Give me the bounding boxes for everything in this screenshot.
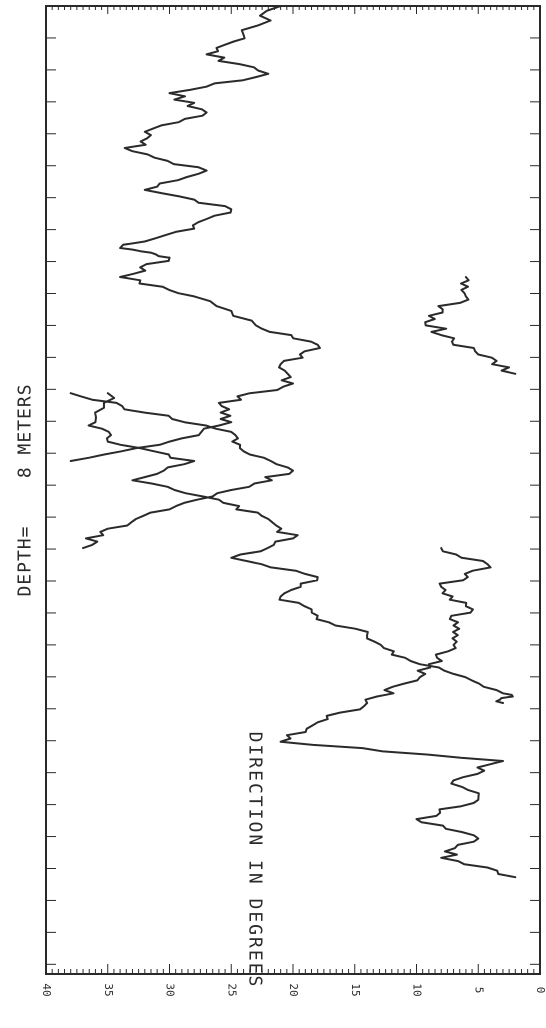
- title-depth-value: 8 METERS: [14, 383, 36, 479]
- y-tick-label: 0: [534, 987, 546, 994]
- y-tick-label: 35: [102, 983, 115, 996]
- y-axis-title-text: DIRECTION IN DEGREES: [244, 731, 266, 989]
- series-line-3: [424, 276, 517, 375]
- y-tick-label: 5: [472, 987, 485, 994]
- chart-title-text: DEPTH= 8 METERS: [15, 383, 36, 596]
- series-line-5: [279, 547, 517, 879]
- plot-frame: [45, 5, 541, 975]
- y-tick-label: 10: [411, 983, 424, 996]
- y-tick-labels: 0 5 10 15 20 25 30 35 40: [40, 983, 546, 996]
- y-tick-label: 20: [287, 983, 300, 996]
- y-tick-label: 30: [164, 983, 177, 996]
- data-series: [69, 5, 517, 879]
- series-line-2: [69, 256, 321, 462]
- series-line-6: [87, 392, 514, 704]
- series-line-4: [69, 392, 294, 550]
- title-depth-label: DEPTH=: [14, 525, 36, 597]
- y-tick-label: 25: [225, 983, 238, 996]
- y-tick-label: 40: [40, 983, 53, 996]
- axis-ticks: [45, 5, 541, 974]
- y-tick-label: 15: [349, 983, 362, 996]
- series-line-1: [119, 5, 282, 259]
